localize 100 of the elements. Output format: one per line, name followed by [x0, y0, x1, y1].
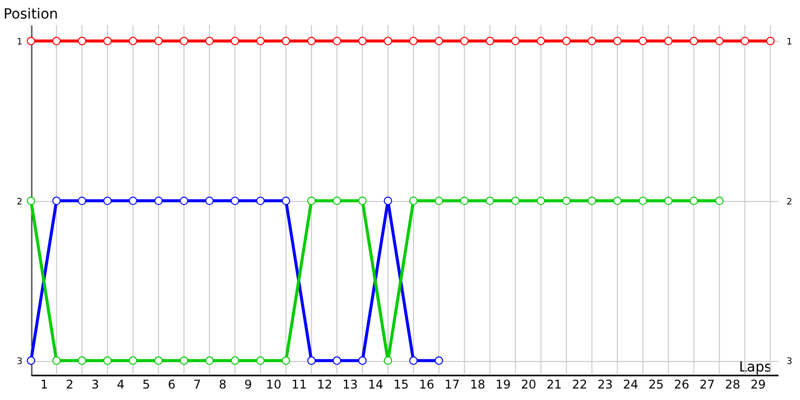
point [154, 196, 163, 205]
point [52, 356, 61, 365]
point [715, 36, 724, 46]
point [613, 196, 622, 205]
point [460, 36, 469, 46]
point [52, 196, 61, 205]
point [52, 36, 61, 46]
point [282, 196, 290, 205]
x-tick-label: 12 [317, 378, 332, 392]
point [638, 36, 648, 46]
point [282, 356, 290, 365]
x-tick-label: 19 [496, 378, 511, 392]
point [613, 36, 622, 46]
point [128, 356, 138, 365]
x-tick-label: 22 [572, 378, 588, 392]
point [154, 356, 163, 365]
point [26, 356, 36, 365]
point [409, 36, 418, 46]
point [511, 36, 520, 46]
x-tick-label: 28 [724, 378, 740, 392]
point [78, 356, 86, 365]
point [409, 356, 418, 365]
point [103, 196, 112, 205]
x-tick-label: 11 [292, 378, 307, 392]
point [434, 36, 444, 46]
point [26, 36, 36, 46]
x-tick-label: 25 [648, 378, 664, 392]
point [230, 36, 240, 46]
y-axis-title: Position [4, 6, 58, 22]
x-tick-label: 3 [91, 378, 100, 392]
point [358, 36, 367, 46]
point [536, 196, 546, 205]
y-tick-label: 2 [16, 197, 22, 208]
x-tick-label: 24 [622, 378, 638, 392]
point [256, 36, 265, 46]
y2-tick-label: 3 [786, 357, 792, 368]
point [180, 196, 188, 205]
x-tick-label: 8 [218, 378, 227, 392]
point [766, 36, 775, 46]
point [460, 196, 469, 205]
y-tick-label: 1 [16, 37, 22, 48]
point [78, 36, 86, 46]
point [256, 196, 265, 205]
point [486, 36, 494, 46]
x-tick-label: 16 [419, 378, 434, 392]
point [536, 36, 546, 46]
point [690, 36, 698, 46]
point [358, 196, 367, 205]
point [486, 196, 494, 205]
point [180, 356, 188, 365]
point [384, 196, 392, 205]
point [588, 196, 596, 205]
x-tick-label: 15 [394, 378, 409, 392]
point [154, 36, 163, 46]
x-tick-label: 4 [116, 378, 125, 392]
x-tick-label: 13 [342, 378, 358, 392]
x-tick-label: 6 [168, 378, 176, 392]
point [205, 196, 214, 205]
y2-tick-label: 2 [786, 197, 792, 208]
x-tick-label: 1 [40, 378, 48, 392]
point [664, 36, 673, 46]
point [511, 196, 520, 205]
point [307, 356, 316, 365]
point [205, 36, 214, 46]
point [562, 196, 571, 205]
x-tick-label: 10 [266, 378, 282, 392]
x-tick-label: 23 [597, 378, 613, 392]
x-tick-label: 7 [193, 378, 202, 392]
point [128, 36, 138, 46]
point [282, 36, 290, 46]
x-tick-label: 2 [66, 378, 74, 392]
point [128, 196, 138, 205]
point [256, 356, 265, 365]
point [332, 356, 342, 365]
point [740, 36, 750, 46]
point [638, 196, 648, 205]
y-tick-label: 3 [16, 357, 22, 368]
point [562, 36, 571, 46]
x-tick-label: 26 [674, 378, 690, 392]
y2-tick-label: 1 [786, 37, 792, 48]
point [409, 196, 418, 205]
point [307, 36, 316, 46]
point [588, 36, 596, 46]
x-tick-label: 5 [142, 378, 150, 392]
point [103, 36, 112, 46]
x-axis-title: Laps [738, 360, 772, 376]
point [230, 356, 240, 365]
point [434, 196, 444, 205]
x-tick-label: 17 [444, 378, 460, 392]
point [690, 196, 698, 205]
x-tick-label: 29 [750, 378, 766, 392]
point [434, 356, 444, 365]
x-tick-label: 27 [699, 378, 715, 392]
point [384, 356, 392, 365]
point [332, 36, 342, 46]
x-tick-label: 20 [521, 378, 536, 392]
point [307, 196, 316, 205]
x-tick-label: 21 [546, 378, 562, 392]
point [384, 36, 392, 46]
x-tick-label: 9 [244, 378, 252, 392]
